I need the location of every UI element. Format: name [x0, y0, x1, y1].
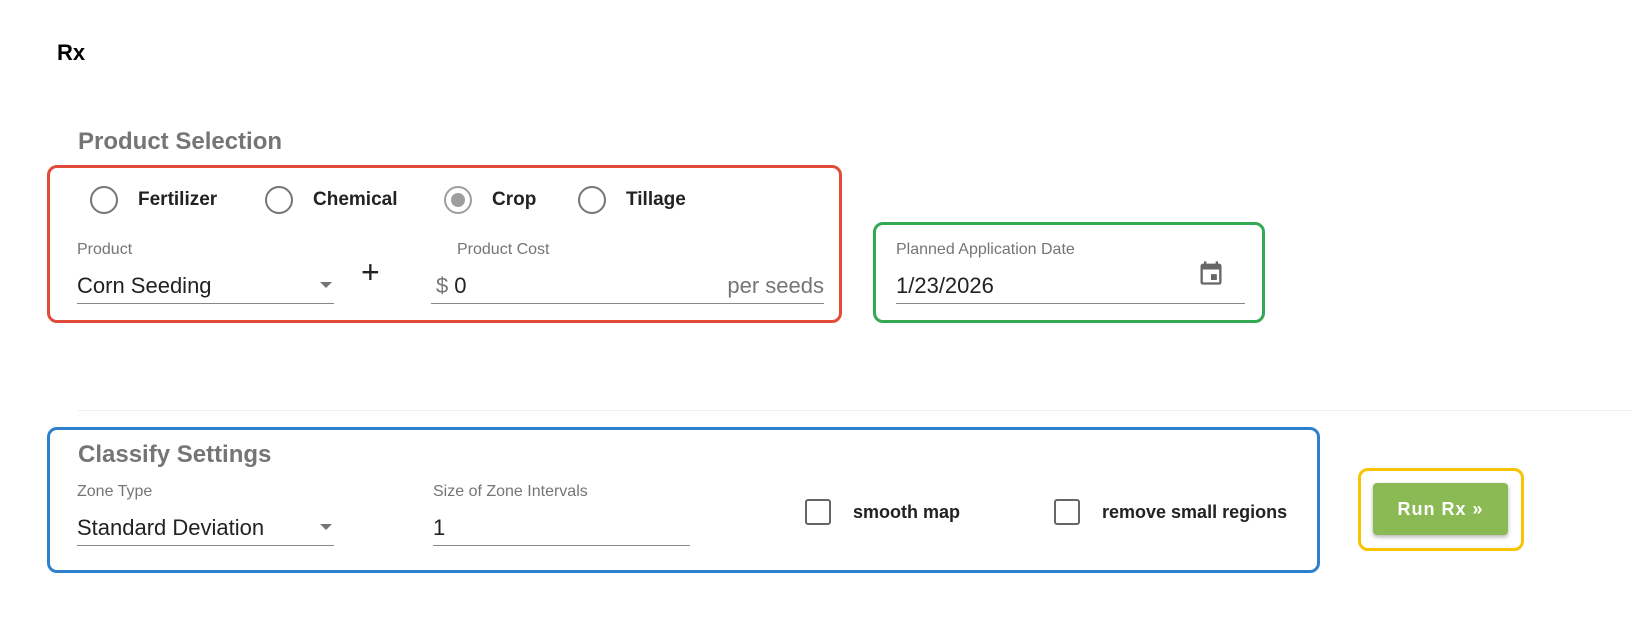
product-selection-heading: Product Selection	[78, 128, 283, 155]
highlight-run	[1358, 468, 1524, 551]
remove-small-regions-checkbox[interactable]: remove small regions	[1054, 499, 1287, 525]
highlight-classify	[47, 427, 1320, 573]
smooth-map-checkbox[interactable]: smooth map	[805, 499, 960, 525]
chevron-down-icon	[320, 282, 332, 288]
interval-label: Size of Zone Intervals	[433, 483, 588, 500]
zone-type-select[interactable]: Standard Deviation	[77, 510, 334, 546]
highlight-date	[873, 222, 1265, 323]
date-label: Planned Application Date	[896, 241, 1075, 258]
classify-heading: Classify Settings	[78, 441, 272, 468]
radio-chemical[interactable]: Chemical	[265, 186, 397, 214]
calendar-icon[interactable]	[1197, 259, 1225, 287]
product-select[interactable]: Corn Seeding	[77, 268, 334, 304]
page-title: Rx	[57, 40, 86, 65]
run-rx-button[interactable]: Run Rx »	[1373, 483, 1508, 535]
highlight-product	[47, 165, 842, 323]
radio-tillage[interactable]: Tillage	[578, 186, 686, 214]
zone-type-label: Zone Type	[77, 483, 153, 500]
add-product-button[interactable]: +	[361, 254, 380, 290]
date-input[interactable]: 1/23/2026	[896, 268, 1245, 304]
product-cost-label: Product Cost	[457, 241, 550, 258]
radio-crop[interactable]: Crop	[444, 186, 536, 214]
divider	[78, 410, 1632, 411]
product-label: Product	[77, 241, 133, 258]
chevron-down-icon	[320, 524, 332, 530]
product-cost-input[interactable]: $0 per seeds	[431, 268, 824, 304]
radio-fertilizer[interactable]: Fertilizer	[90, 186, 217, 214]
interval-input[interactable]: 1	[433, 510, 690, 546]
